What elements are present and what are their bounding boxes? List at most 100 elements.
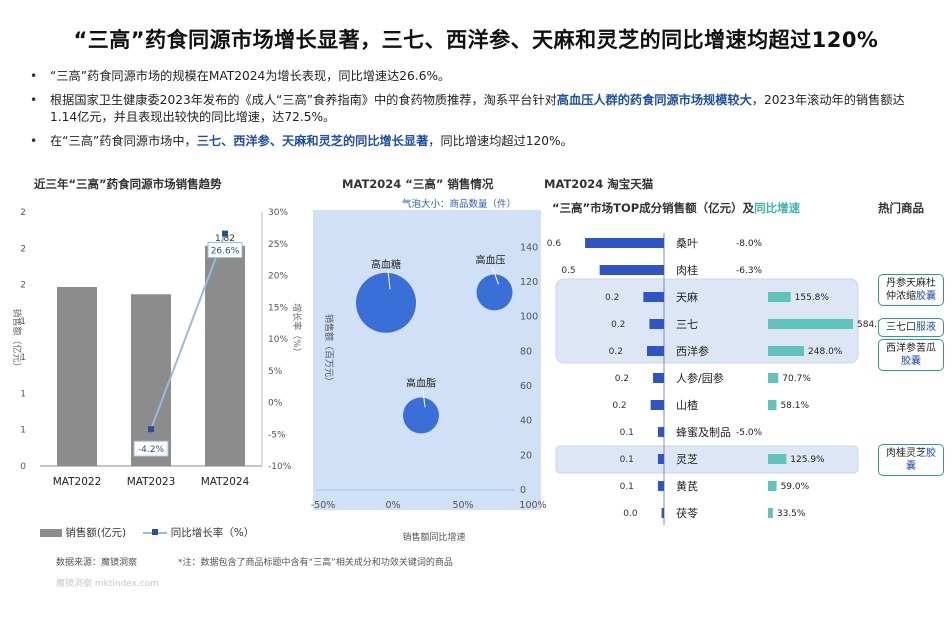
bubble-x-tick: 100% — [519, 500, 546, 511]
bubble-y-tick: 60 — [520, 381, 532, 392]
sales-value-label: 0.2 — [615, 374, 629, 384]
sales-bar — [585, 238, 664, 248]
sales-value-label: 0.5 — [561, 266, 575, 276]
growth-value-label: 59.0% — [781, 482, 810, 492]
watermark: 魔镜洞察 mktindex.com — [56, 579, 160, 589]
sales-value-label: 0.2 — [609, 347, 623, 357]
highlight-band-lingzhi — [555, 445, 859, 474]
growth-value-label: -5.0% — [736, 428, 763, 438]
bullet-2-highlight: 高血压人群的药食同源市场规模较大 — [556, 93, 752, 107]
sales-value-label: 0.2 — [612, 401, 626, 411]
growth-rate-label-box — [133, 440, 169, 457]
bubble-y-tick: 120 — [520, 277, 538, 288]
trend-y2-tick: -10% — [268, 462, 292, 472]
bullet-2-post: ，2023年滚动年的销售额达1.14亿元，并且表现出较快的同比增速，达72.5%… — [50, 93, 905, 124]
growth-bar — [768, 373, 779, 383]
growth-rate-line — [150, 233, 226, 430]
sales-value-label: 0.2 — [611, 320, 625, 330]
bullet-1-text: “三高”药食同源市场的规模在MAT2024为增长表现，同比增速达26.6%。 — [50, 69, 451, 83]
sales-bar — [661, 508, 664, 518]
bubble-leader-line — [492, 267, 499, 285]
legend-line-swatch — [143, 529, 168, 535]
trend-y-tick: 1 — [20, 353, 26, 363]
hot-product-1: 丹参天麻杜仲浓缩胶囊 — [878, 274, 944, 306]
sales-value-label: 0.1 — [620, 428, 634, 438]
trend-y2-tick: 25% — [268, 240, 288, 250]
sales-bar — [657, 427, 664, 437]
highlight-band-group — [555, 278, 859, 364]
hot-product-1-highlight: 胶囊 — [916, 291, 936, 302]
bubble-leader-line — [422, 390, 426, 408]
hot-product-1-text: 丹参天麻杜仲浓缩 — [886, 278, 936, 302]
growth-value-label: 70.7% — [782, 374, 811, 384]
trend-y2-tick: 30% — [268, 208, 288, 218]
trend-y2-tick: 5% — [268, 367, 283, 377]
trend-legend: 销售额(亿元) 同比增长率（%） — [40, 525, 254, 540]
bullet-3-post: ，同比增速均超过120%。 — [428, 134, 573, 148]
bubble-y-axis-label: 销售额（百万元） — [323, 314, 335, 386]
bubble-label: 高血糖 — [371, 258, 401, 271]
bubble-label: 高血脂 — [406, 376, 436, 389]
bubble-point — [476, 274, 513, 311]
ingredient-label: 灵芝 — [676, 453, 698, 466]
trend-y-tick: 2 — [20, 281, 26, 291]
legend-bar-swatch — [40, 529, 62, 537]
growth-value-label: 125.9% — [790, 455, 825, 465]
trend-x-tick: MAT2022 — [53, 476, 102, 488]
bubble-y-tick: 80 — [520, 346, 532, 357]
sales-bar — [650, 400, 664, 410]
sales-value-label: 0.0 — [623, 509, 638, 519]
trend-y2-tick: 0% — [268, 399, 283, 409]
hot-product-2-highlight: 服液 — [916, 322, 936, 333]
growth-value-label: 58.1% — [780, 401, 809, 411]
hot-product-3-highlight: 胶囊 — [901, 356, 921, 367]
sales-bar — [649, 319, 664, 329]
page-title: “三高”药食同源市场增长显著，三七、西洋参、天麻和灵芝的同比增速均超过120% — [73, 28, 879, 52]
growth-rate-label: 26.6% — [211, 247, 240, 257]
bubble-y-tick: 20 — [520, 450, 532, 461]
growth-bar — [768, 319, 853, 329]
trend-y2-tick: -5% — [268, 430, 286, 440]
growth-value-label: 33.5% — [777, 509, 806, 519]
growth-bar — [768, 292, 791, 302]
trend-y2-tick: 20% — [268, 272, 288, 282]
hot-product-4-text: 肉桂灵芝 — [886, 448, 926, 459]
bubble-x-tick: 0% — [385, 500, 400, 511]
bubble-chart-background — [313, 210, 541, 510]
bullet-3: 在“三高”药食同源市场中，三七、西洋参、天麻和灵芝的同比增长显著，同比增速均超过… — [30, 133, 910, 150]
growth-bar — [768, 481, 777, 491]
data-source: 数据来源：魔镜洞察 — [56, 558, 138, 568]
sales-bar — [647, 346, 664, 356]
hot-product-3: 西洋参苦瓜胶囊 — [878, 339, 944, 371]
growth-value-label: 155.8% — [795, 293, 830, 303]
ingredient-label: 西洋参 — [676, 344, 709, 358]
ingredient-label: 茯苓 — [676, 506, 698, 520]
trend-y2-tick: 10% — [268, 335, 288, 345]
sales-value-label: 0.2 — [605, 293, 619, 303]
growth-rate-label-box — [207, 242, 243, 259]
trend-bar — [205, 245, 245, 466]
sales-bar — [657, 481, 664, 491]
sales-value-label: 0.6 — [547, 239, 562, 249]
hot-product-3-text: 西洋参苦瓜 — [886, 343, 936, 354]
trend-y-tick: 2 — [20, 244, 26, 254]
bubble-y-tick: 100 — [520, 312, 538, 323]
trend-bar-label: 1.82 — [215, 234, 235, 244]
bullet-3-pre: 在“三高”药食同源市场中， — [50, 134, 197, 148]
ingredient-label: 肉桂 — [676, 263, 698, 277]
bubble-chart-title: MAT2024 “三高” 销售情况 — [342, 177, 494, 191]
trend-y2-tick: 15% — [268, 303, 288, 313]
trend-bar — [57, 286, 97, 466]
bubble-y-tick: 0 — [520, 485, 526, 496]
bullet-3-highlight: 三七、西洋参、天麻和灵芝的同比增长显著 — [196, 134, 429, 148]
bubble-y-tick: 140 — [520, 242, 538, 253]
trend-y-tick: 1 — [20, 389, 26, 399]
trend-y-tick: 1 — [20, 426, 26, 436]
ingredient-label: 山楂 — [676, 398, 698, 412]
trend-y-tick: 1 — [20, 317, 26, 327]
hot-product-2: 三七口服液 — [878, 318, 944, 337]
trend-y2-axis-label: 增长率（%） — [291, 303, 303, 357]
trend-bar — [131, 294, 171, 466]
growth-bar — [768, 346, 805, 356]
summary-bullets: “三高”药食同源市场的规模在MAT2024为增长表现，同比增速达26.6%。 根… — [30, 68, 910, 157]
